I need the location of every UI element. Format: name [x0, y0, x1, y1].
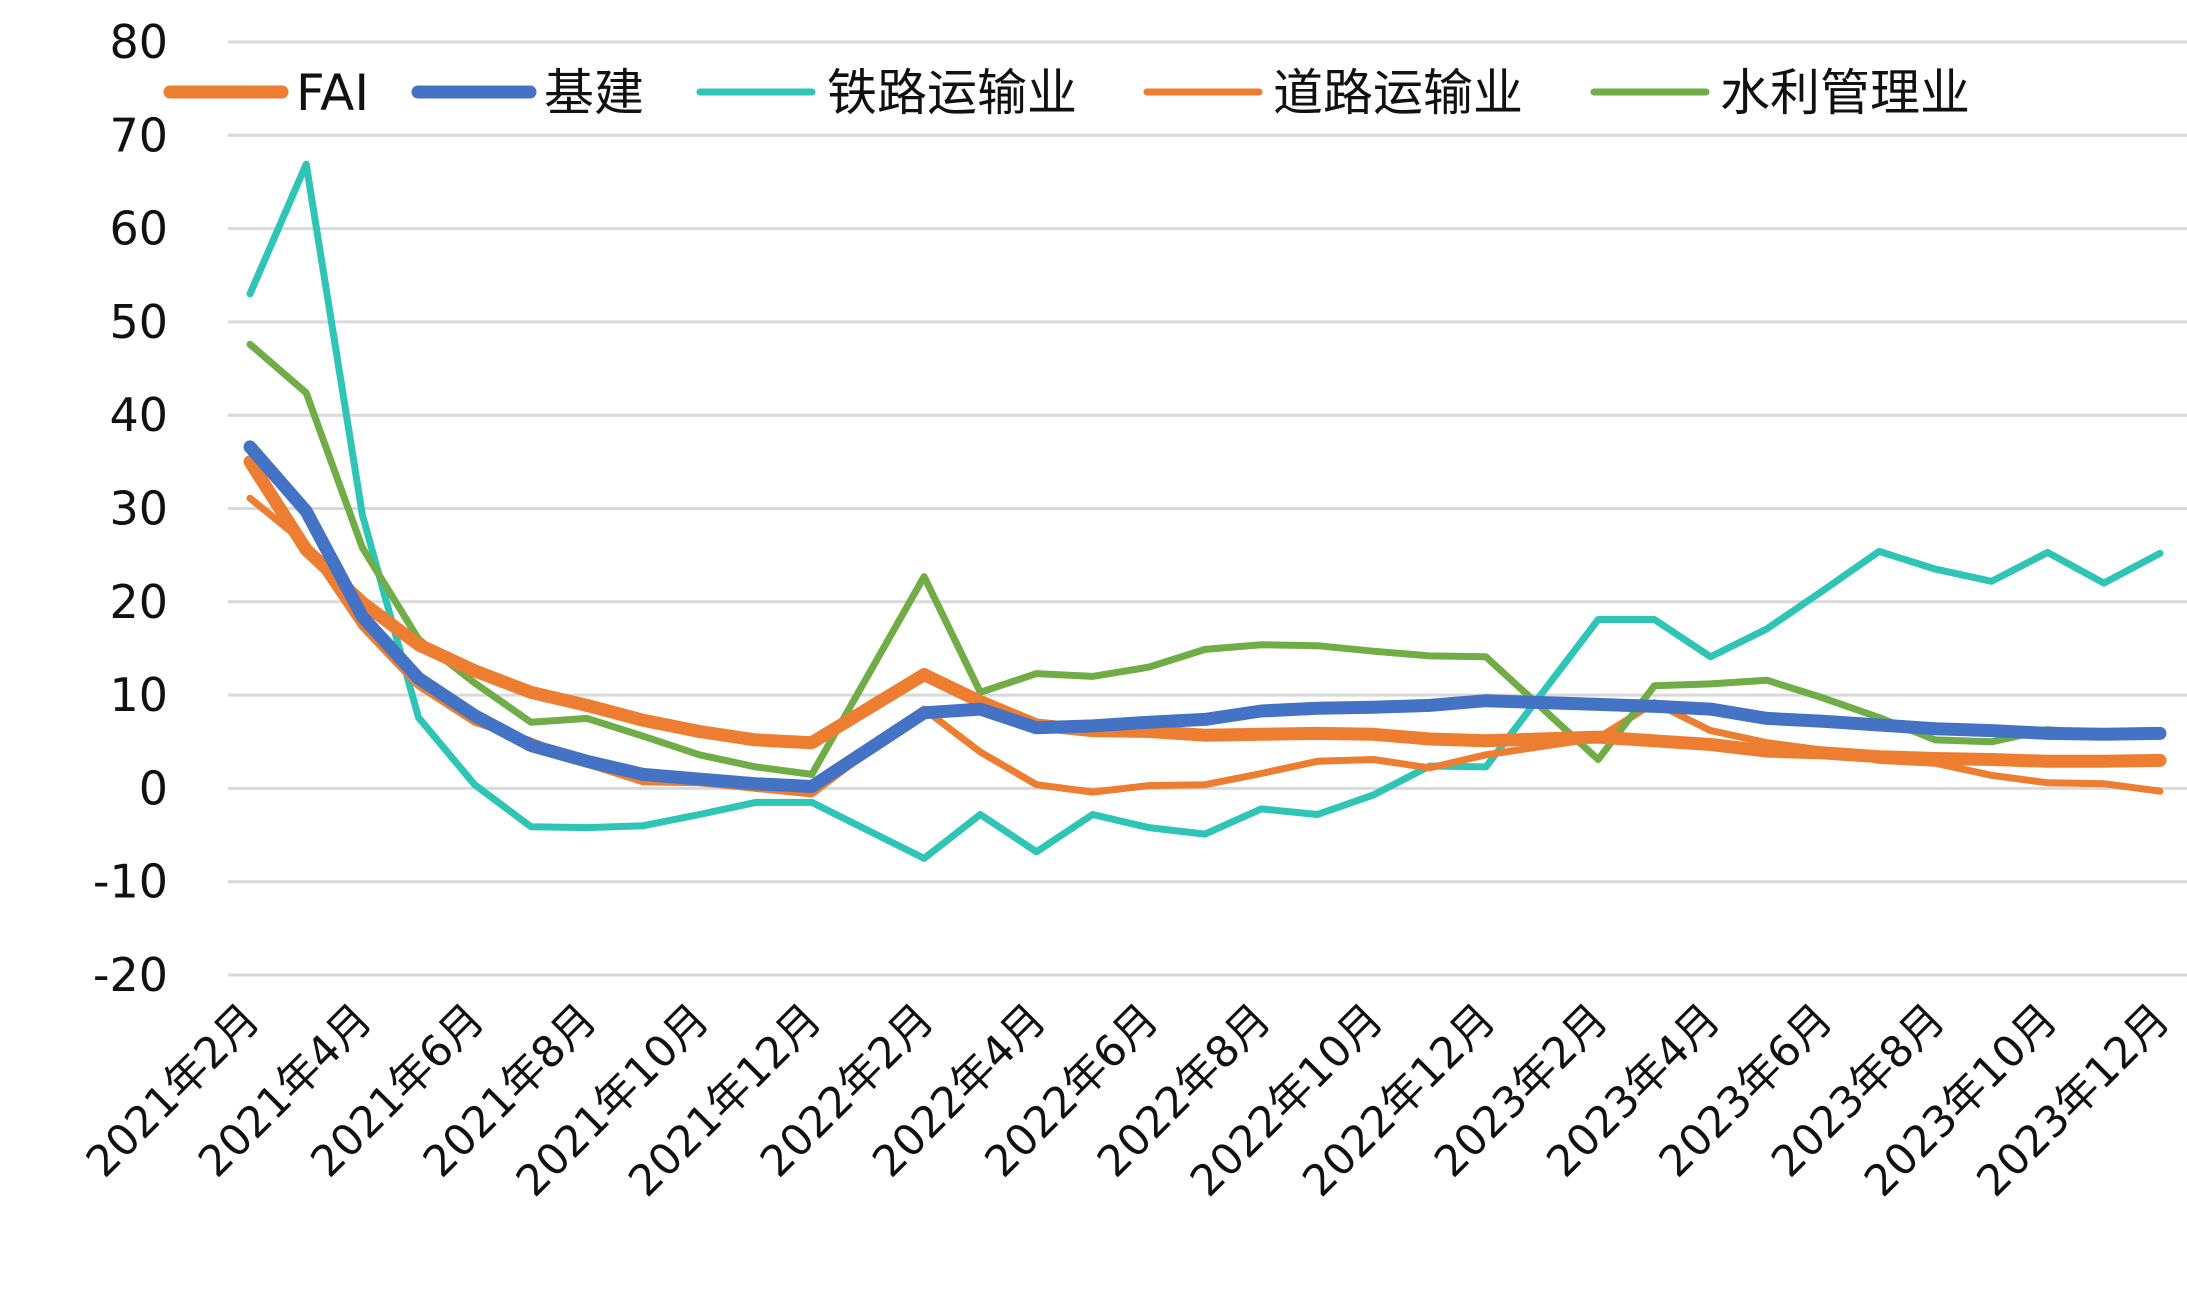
x-axis-tick-labels: 2021年2月2021年4月2021年6月2021年8月2021年10月2021… [77, 994, 2180, 1206]
series-line-4 [246, 340, 2164, 778]
y-tick-label: 40 [109, 388, 168, 442]
series-line-1 [243, 440, 2167, 793]
legend-label: 基建 [544, 64, 644, 122]
legend-label: 水利管理业 [1720, 64, 1970, 122]
y-tick-label: 30 [109, 482, 168, 536]
y-tick-label: 10 [109, 668, 168, 722]
y-tick-label: -20 [93, 948, 168, 1002]
y-axis-tick-labels: -20 -10 0 10 20 30 40 50 60 70 80 [93, 15, 168, 1002]
y-tick-label: 20 [109, 575, 168, 629]
y-tick-label: 60 [109, 202, 168, 256]
legend: FAI 基建 铁路运输业 道路运输业 水利管理业 [163, 64, 1970, 122]
y-tick-label: 0 [139, 761, 168, 815]
y-tick-label: 70 [109, 108, 168, 162]
series-lines [243, 160, 2167, 862]
series-line-2 [246, 160, 2164, 862]
gridlines [228, 40, 2187, 977]
series-line-0 [243, 455, 2167, 768]
legend-label: 铁路运输业 [827, 64, 1077, 122]
legend-label: 道路运输业 [1273, 64, 1523, 122]
y-tick-label: 50 [109, 295, 168, 349]
y-tick-label: 80 [109, 15, 168, 69]
y-tick-label: -10 [93, 855, 168, 909]
legend-label: FAI [296, 64, 369, 122]
